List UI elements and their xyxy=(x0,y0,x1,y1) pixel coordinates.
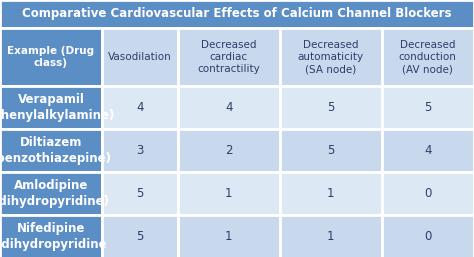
Text: Example (Drug
class): Example (Drug class) xyxy=(8,46,94,68)
Text: Decreased
cardiac
contractility: Decreased cardiac contractility xyxy=(197,40,260,74)
Bar xyxy=(178,129,280,172)
Bar xyxy=(178,86,280,129)
Bar xyxy=(280,28,382,86)
Text: Comparative Cardiovascular Effects of Calcium Channel Blockers: Comparative Cardiovascular Effects of Ca… xyxy=(22,7,452,21)
Text: 4: 4 xyxy=(136,101,144,114)
Text: 4: 4 xyxy=(424,144,431,157)
Text: 0: 0 xyxy=(424,230,431,243)
Bar xyxy=(0,129,102,172)
Text: Decreased
conduction
(AV node): Decreased conduction (AV node) xyxy=(399,40,457,74)
Bar xyxy=(382,172,474,215)
Bar xyxy=(0,0,474,28)
Bar xyxy=(102,215,178,257)
Text: 5: 5 xyxy=(136,187,144,200)
Text: 5: 5 xyxy=(136,230,144,243)
Text: 1: 1 xyxy=(327,230,334,243)
Text: Vasodilation: Vasodilation xyxy=(108,52,172,62)
Text: Nifedipine
(dihydropyridine: Nifedipine (dihydropyridine xyxy=(0,222,106,251)
Text: Verapamil
(phenylalkylamine): Verapamil (phenylalkylamine) xyxy=(0,93,115,122)
Bar xyxy=(382,28,474,86)
Text: 0: 0 xyxy=(424,187,431,200)
Bar xyxy=(382,129,474,172)
Text: Diltiazem
(benzothiazepine): Diltiazem (benzothiazepine) xyxy=(0,136,111,165)
Bar xyxy=(0,172,102,215)
Text: 5: 5 xyxy=(424,101,431,114)
Bar xyxy=(102,129,178,172)
Text: 4: 4 xyxy=(225,101,232,114)
Bar xyxy=(178,172,280,215)
Text: Decreased
automaticity
(SA node): Decreased automaticity (SA node) xyxy=(298,40,364,74)
Text: 1: 1 xyxy=(327,187,334,200)
Text: 1: 1 xyxy=(225,187,232,200)
Bar xyxy=(102,172,178,215)
Bar xyxy=(280,129,382,172)
Bar xyxy=(280,86,382,129)
Bar xyxy=(178,28,280,86)
Bar xyxy=(280,172,382,215)
Text: 1: 1 xyxy=(225,230,232,243)
Text: 5: 5 xyxy=(327,144,334,157)
Bar xyxy=(0,215,102,257)
Text: 2: 2 xyxy=(225,144,232,157)
Text: Amlodipine
(dihydropyridine): Amlodipine (dihydropyridine) xyxy=(0,179,109,208)
Bar xyxy=(0,86,102,129)
Text: 5: 5 xyxy=(327,101,334,114)
Bar xyxy=(178,215,280,257)
Bar xyxy=(382,86,474,129)
Text: 3: 3 xyxy=(136,144,144,157)
Bar xyxy=(382,215,474,257)
Bar xyxy=(280,215,382,257)
Bar xyxy=(102,86,178,129)
Bar xyxy=(102,28,178,86)
Bar xyxy=(0,28,102,86)
